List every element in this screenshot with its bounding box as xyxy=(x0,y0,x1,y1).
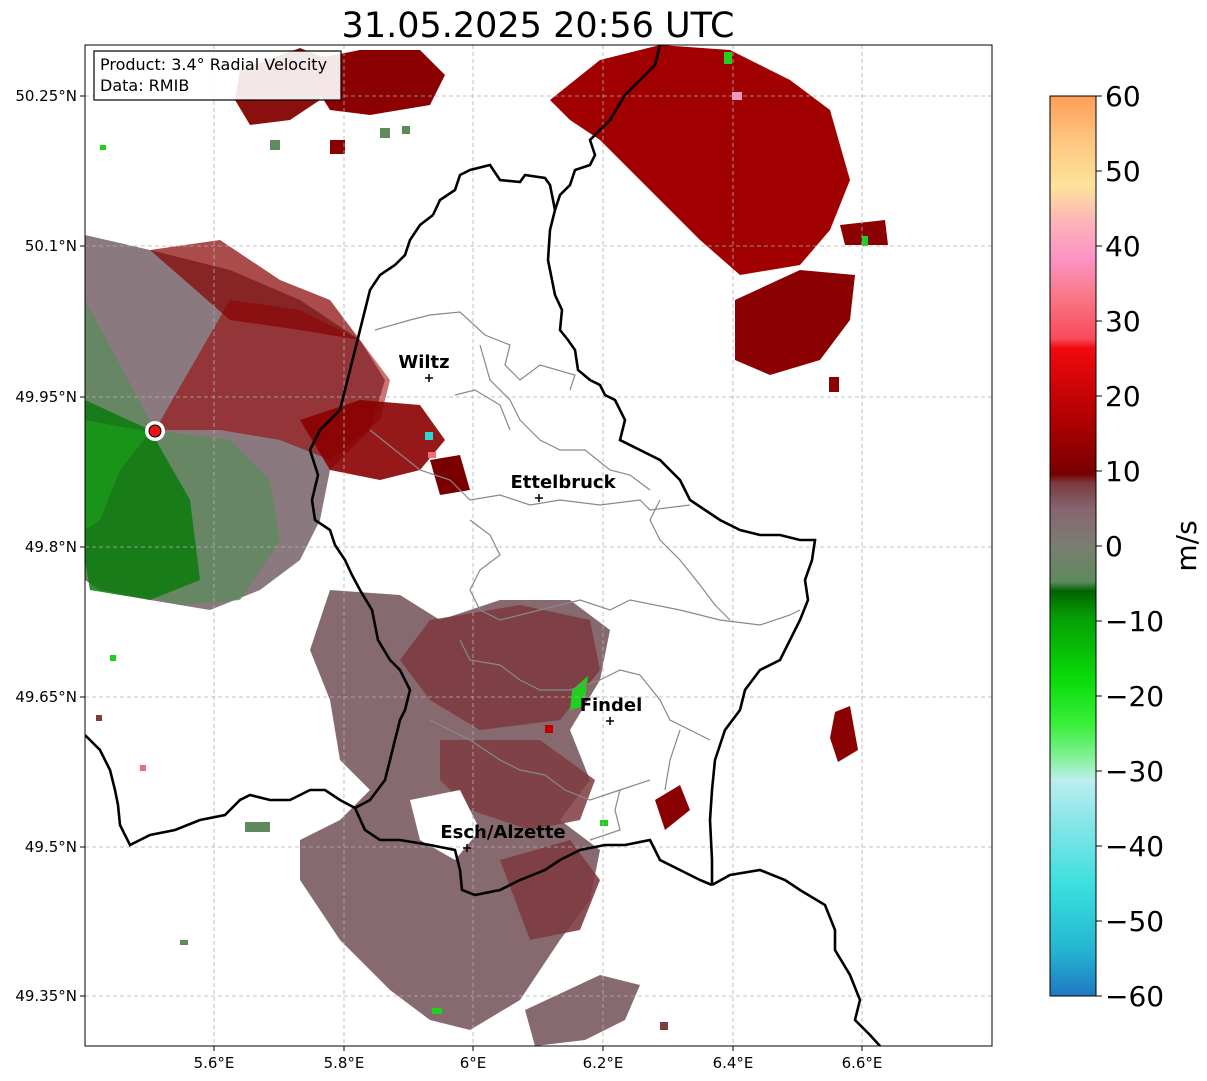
colorbar-tick-label: −50 xyxy=(1105,905,1164,938)
city-markers xyxy=(425,374,614,852)
city-marker-findel xyxy=(606,717,614,725)
city-label-esch-alzette: Esch/Alzette xyxy=(440,822,565,843)
city-label-findel: Findel xyxy=(580,695,643,716)
colorbar-tick-label: −60 xyxy=(1105,980,1164,1013)
lon-tick-label: 5.8°E xyxy=(324,1054,365,1072)
city-marker-ettelbruck xyxy=(535,494,543,502)
colorbar-tick-label: −20 xyxy=(1105,680,1164,713)
lat-tick-label: 49.5°N xyxy=(25,838,77,856)
city-marker-wiltz xyxy=(425,374,433,382)
lat-tick-label: 50.1°N xyxy=(25,237,77,255)
colorbar-scale xyxy=(1049,95,1097,997)
map-title: 31.05.2025 20:56 UTC xyxy=(342,6,735,46)
lat-tick-label: 49.8°N xyxy=(25,538,77,556)
colorbar-tick-label: 0 xyxy=(1105,530,1123,563)
city-label-ettelbruck: Ettelbruck xyxy=(510,472,616,493)
lat-tick-label: 50.25°N xyxy=(15,87,77,105)
national-borders xyxy=(85,45,881,1046)
lat-tick-label: 49.65°N xyxy=(15,688,77,706)
colorbar: 60 50 40 30 20 10 0 −10 −20 −30 −40 −50 … xyxy=(1049,80,1203,1013)
radar-echoes xyxy=(85,45,888,1046)
colorbar-unit-label: m/s xyxy=(1170,520,1203,571)
lon-tick-label: 6.2°E xyxy=(583,1054,624,1072)
colorbar-tick-label: 30 xyxy=(1105,305,1141,338)
colorbar-tick-label: 50 xyxy=(1105,155,1141,188)
colorbar-tick-label: 10 xyxy=(1105,455,1141,488)
colorbar-tick-label: 20 xyxy=(1105,380,1141,413)
lon-tick-label: 6.6°E xyxy=(842,1054,883,1072)
map-area: Wiltz Ettelbruck Findel Esch/Alzette Pro… xyxy=(85,45,992,1046)
lon-tick-label: 6°E xyxy=(460,1054,487,1072)
lon-axis: 5.6°E 5.8°E 6°E 6.2°E 6.4°E 6.6°E xyxy=(194,1046,883,1072)
colorbar-tick-label: −40 xyxy=(1105,830,1164,863)
lat-tick-label: 49.35°N xyxy=(15,987,77,1005)
city-marker-esch xyxy=(463,844,471,852)
info-product: Product: 3.4° Radial Velocity xyxy=(100,55,327,74)
colorbar-tick-label: −10 xyxy=(1105,605,1164,638)
map-gridlines xyxy=(85,45,992,1046)
info-box: Product: 3.4° Radial Velocity Data: RMIB xyxy=(93,50,342,101)
lon-tick-label: 6.4°E xyxy=(713,1054,754,1072)
info-source: Data: RMIB xyxy=(100,76,189,95)
colorbar-tick-label: −30 xyxy=(1105,755,1164,788)
map-frame xyxy=(84,44,993,1047)
colorbar-tick-label: 60 xyxy=(1105,80,1141,113)
city-label-wiltz: Wiltz xyxy=(398,352,449,373)
lon-tick-label: 5.6°E xyxy=(194,1054,235,1072)
lat-axis: 50.25°N 50.1°N 49.95°N 49.8°N 49.65°N 49… xyxy=(15,87,85,1005)
lat-tick-label: 49.95°N xyxy=(15,388,77,406)
district-boundaries xyxy=(369,311,801,841)
colorbar-tick-label: 40 xyxy=(1105,230,1141,263)
radar-site-marker xyxy=(145,421,165,441)
